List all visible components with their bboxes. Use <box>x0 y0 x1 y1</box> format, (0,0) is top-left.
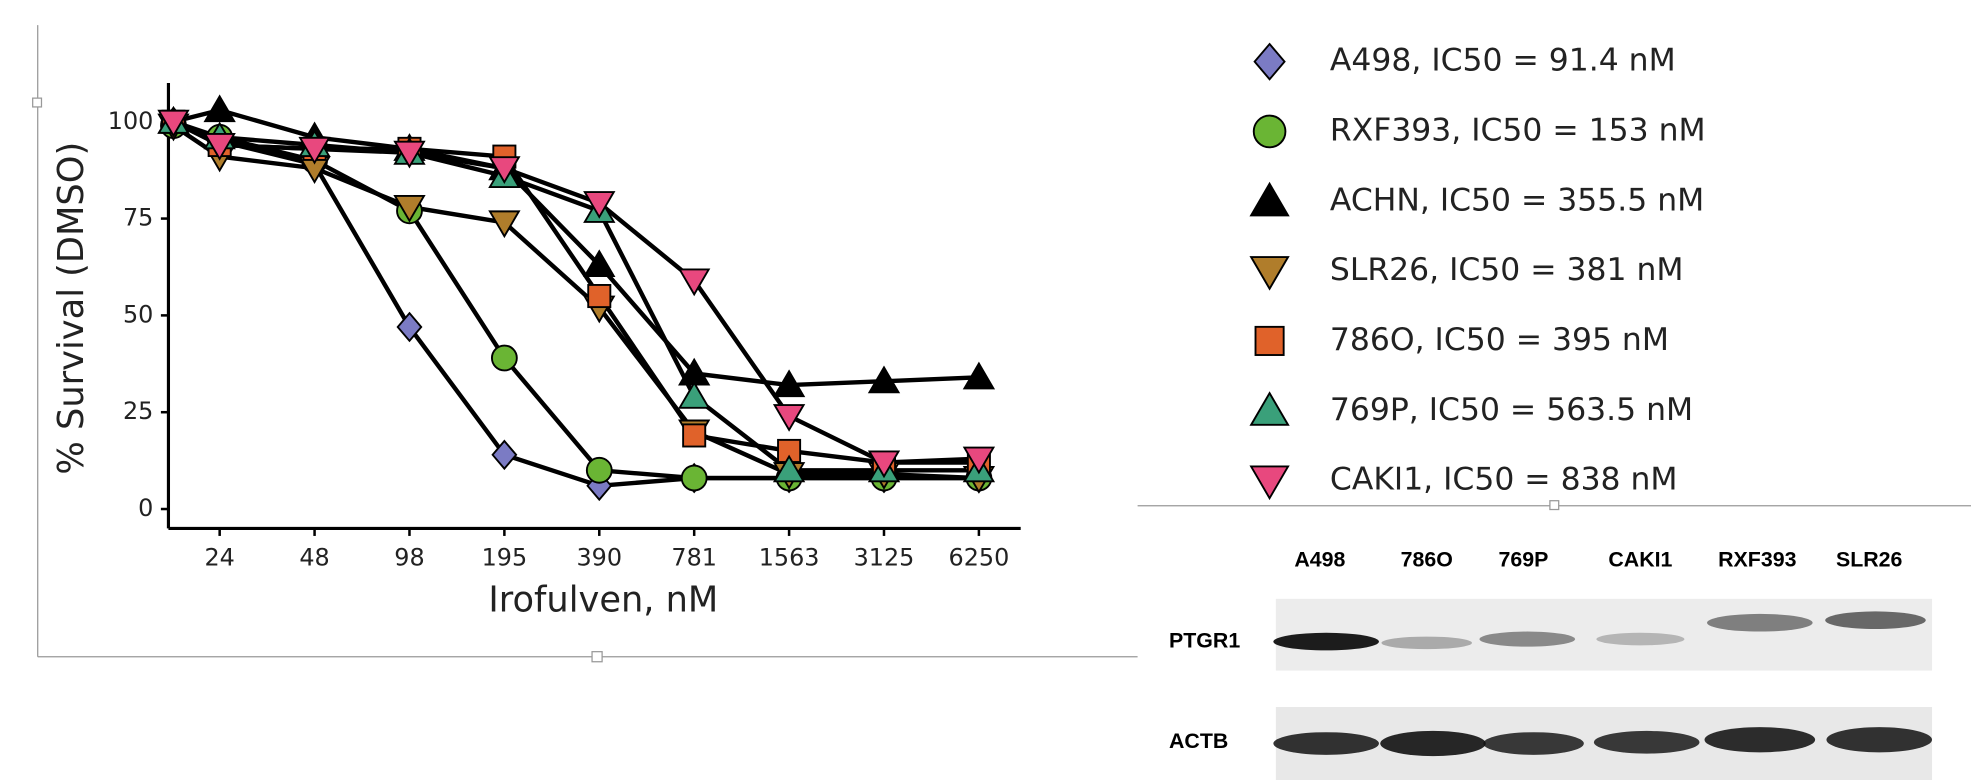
x-tick-label: 3125 <box>854 544 915 572</box>
series-line <box>173 126 978 478</box>
y-axis-title: % Survival (DMSO) <box>51 142 92 475</box>
lane-label: CAKI1 <box>1608 548 1672 572</box>
x-tick-label: 24 <box>204 544 234 572</box>
y-tick-label: 75 <box>123 204 153 232</box>
western-blot: A498 786O 769P CAKI1 RXF393 SLR26 PTGR1 … <box>1169 548 1932 780</box>
marker <box>587 458 612 483</box>
marker <box>680 269 709 294</box>
blot-strip <box>1276 599 1932 671</box>
x-tick-label: 98 <box>394 544 424 572</box>
marker <box>492 346 517 371</box>
marker <box>680 383 709 408</box>
y-tick-label: 25 <box>123 397 153 425</box>
legend-marker <box>1251 257 1288 289</box>
series-line <box>173 122 978 463</box>
figure: Irofulven, nM % Survival (DMSO) A498 786… <box>0 0 1971 780</box>
marker <box>205 96 234 121</box>
series-line <box>173 122 978 486</box>
x-tick-label: 781 <box>671 544 717 572</box>
legend-label: ACHN, IC50 = 355.5 nM <box>1330 182 1704 218</box>
legend-label: SLR26, IC50 = 381 nM <box>1330 252 1684 288</box>
legend-marker <box>1251 184 1288 216</box>
marker <box>682 466 707 491</box>
y-tick-label: 0 <box>138 494 153 522</box>
x-tick-label: 6250 <box>949 544 1010 572</box>
x-tick-label: 1563 <box>759 544 820 572</box>
legend-marker <box>1255 44 1285 79</box>
legend-marker <box>1251 466 1288 498</box>
x-axis-title: Irofulven, nM <box>488 579 718 620</box>
legend-label: A498, IC50 = 91.4 nM <box>1330 43 1676 79</box>
lane-label: 769P <box>1499 548 1549 572</box>
legend-label: RXF393, IC50 = 153 nM <box>1330 112 1706 148</box>
row-label: PTGR1 <box>1169 628 1240 652</box>
lane-label: SLR26 <box>1836 548 1903 572</box>
marker <box>775 405 804 430</box>
x-tick-label: 390 <box>577 544 623 572</box>
legend-label: CAKI1, IC50 = 838 nM <box>1330 462 1678 498</box>
series-line <box>173 126 978 478</box>
series-line <box>173 122 978 463</box>
legend-marker <box>1251 393 1288 425</box>
legend-marker <box>1254 116 1286 148</box>
y-tick-label: 50 <box>123 300 153 328</box>
marker <box>588 285 610 307</box>
x-tick-label: 48 <box>299 544 329 572</box>
x-tick-label: 195 <box>482 544 528 572</box>
page: Irofulven, nM % Survival (DMSO) A498 786… <box>0 0 1971 780</box>
legend-marker <box>1256 327 1284 355</box>
row-label: ACTB <box>1169 729 1228 753</box>
lane-label: 786O <box>1401 548 1453 572</box>
marker <box>683 424 705 446</box>
legend-label: 769P, IC50 = 563.5 nM <box>1330 392 1693 428</box>
y-tick-label: 100 <box>108 107 154 135</box>
lane-label: A498 <box>1294 548 1345 572</box>
series-line <box>173 110 978 385</box>
legend-label: 786O, IC50 = 395 nM <box>1330 322 1669 358</box>
lane-label: RXF393 <box>1718 548 1796 572</box>
series-line <box>173 122 978 471</box>
